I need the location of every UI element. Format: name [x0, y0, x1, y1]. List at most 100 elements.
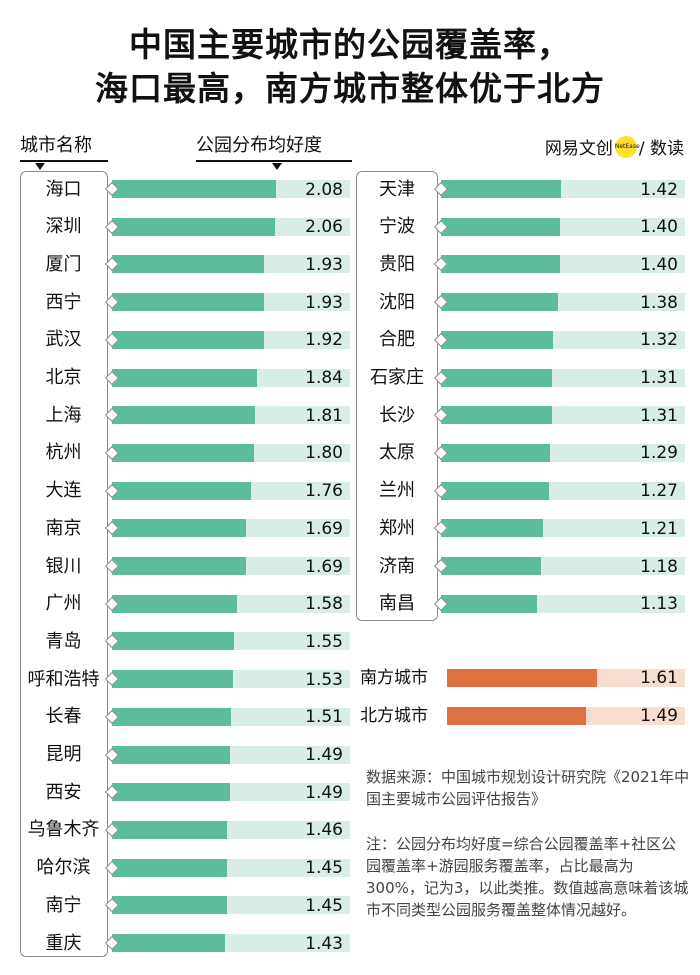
bar — [112, 293, 265, 312]
bar — [441, 330, 553, 349]
bar — [112, 934, 225, 952]
bar — [441, 217, 560, 236]
col-header-metric-underline — [196, 160, 352, 162]
brand-right: / 数读 — [638, 139, 684, 159]
city-name: 上海 — [45, 404, 82, 426]
col-header-city-underline — [20, 160, 108, 162]
brand-badge: NetEase — [614, 135, 640, 158]
city-name: 西安 — [45, 781, 82, 803]
bar — [112, 632, 235, 651]
bar — [112, 330, 264, 349]
city-name: 长春 — [45, 706, 82, 728]
value-label: 1.55 — [305, 631, 343, 652]
value-label: 1.84 — [305, 368, 343, 388]
bar — [112, 180, 277, 198]
value-label: 1.29 — [640, 443, 678, 464]
bar — [441, 406, 552, 425]
value-label: 1.45 — [305, 895, 343, 916]
city-name: 天津 — [379, 178, 415, 200]
value-label: 1.93 — [305, 254, 343, 275]
value-label: 1.27 — [640, 481, 678, 502]
city-name: 厦门 — [45, 253, 82, 275]
right-name-box — [356, 171, 438, 621]
city-name: 长沙 — [379, 404, 415, 426]
value-label: 1.58 — [305, 594, 343, 615]
col-header-metric-pointer — [272, 163, 282, 170]
city-name: 哈尔滨 — [36, 857, 91, 879]
value-label: 1.43 — [305, 933, 343, 954]
value-label: 1.21 — [640, 518, 678, 539]
city-name: 银川 — [45, 555, 82, 577]
city-name: 兰州 — [379, 480, 415, 502]
city-name: 广州 — [45, 593, 82, 615]
brand-logo: 网易文创 NetEase / 数读 — [545, 134, 684, 159]
bar — [441, 255, 560, 274]
value-label: 1.49 — [305, 782, 343, 803]
city-name: 郑州 — [379, 517, 415, 539]
col-header-metric: 公园分布均好度 — [196, 131, 352, 170]
region-bar — [447, 669, 597, 687]
bar — [112, 217, 275, 236]
bar — [112, 783, 230, 802]
value-label: 1.13 — [640, 594, 678, 615]
bar — [441, 519, 544, 538]
region-bar — [447, 706, 586, 725]
value-label: 1.46 — [305, 820, 343, 841]
region-name: 北方城市 — [360, 705, 428, 726]
city-name: 杭州 — [45, 442, 82, 464]
bar — [112, 745, 230, 764]
bar — [112, 820, 228, 839]
col-header-city-label: 城市名称 — [20, 135, 92, 156]
value-label: 1.80 — [305, 443, 343, 464]
city-name: 西宁 — [45, 291, 82, 313]
value-label: 2.06 — [305, 217, 343, 238]
value-label: 1.81 — [305, 405, 343, 426]
value-label: 1.31 — [640, 405, 678, 426]
city-name: 乌鲁木齐 — [27, 819, 100, 841]
city-name: 昆明 — [45, 744, 82, 765]
value-label: 1.31 — [640, 368, 678, 388]
bar — [112, 858, 227, 877]
bar — [441, 293, 558, 312]
value-label: 1.69 — [305, 556, 343, 577]
bar — [112, 670, 233, 689]
value-label: 1.53 — [305, 669, 343, 690]
note-text: 注：公园分布均好度=综合公园覆盖率+社区公园覆盖率+游园服务覆盖率，占比最高为3… — [366, 835, 689, 919]
region-name: 南方城市 — [360, 668, 428, 688]
value-label: 1.93 — [305, 292, 343, 313]
city-name: 石家庄 — [370, 367, 424, 388]
city-name: 重庆 — [45, 932, 82, 954]
title-line-2: 海口最高，南方城市整体优于北方 — [95, 69, 605, 108]
city-name: 合肥 — [379, 329, 415, 351]
city-name: 宁波 — [379, 216, 415, 238]
city-name: 青岛 — [45, 630, 82, 652]
bar — [441, 481, 549, 500]
city-name: 太原 — [379, 442, 415, 464]
bar — [112, 481, 252, 500]
bar — [441, 180, 562, 198]
bar — [112, 594, 237, 613]
value-label: 2.08 — [305, 179, 343, 200]
bar — [112, 557, 246, 575]
value-label: 1.40 — [640, 254, 678, 275]
city-name: 南京 — [45, 517, 82, 539]
left-name-box — [20, 171, 108, 957]
value-label: 1.69 — [305, 518, 343, 539]
bar — [441, 443, 551, 462]
bar — [112, 406, 255, 425]
col-header-metric-label: 公园分布均好度 — [196, 135, 322, 156]
city-name: 武汉 — [45, 329, 82, 351]
value-label: 1.40 — [640, 217, 678, 238]
title-line-1: 中国主要城市的公园覆盖率， — [129, 25, 571, 64]
col-header-city-pointer — [35, 163, 45, 170]
city-name: 大连 — [45, 480, 82, 502]
note-source: 数据来源：中国城市规划设计研究院《2021年中国主要城市公园评估报告》 — [366, 768, 690, 808]
bar — [112, 896, 227, 915]
city-name: 沈阳 — [379, 291, 415, 313]
city-name: 海口 — [45, 178, 82, 200]
bar — [112, 255, 265, 274]
bar — [112, 519, 246, 538]
city-name: 北京 — [45, 367, 82, 388]
city-name: 济南 — [379, 555, 415, 577]
value-label: 1.32 — [640, 330, 678, 351]
